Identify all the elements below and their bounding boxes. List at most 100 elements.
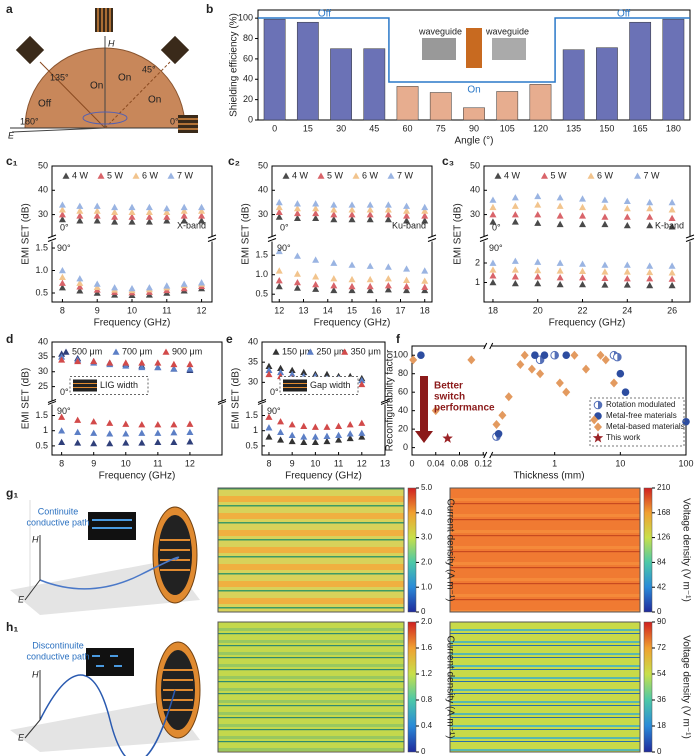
x-axis-label: Angle (°) [454,136,493,147]
y-tick-label: 2 [475,257,480,267]
marker [330,201,338,208]
y-tick-label: 35 [248,357,258,367]
marker [358,429,366,436]
y-tick-label: 1.5 [245,410,258,420]
x-tick-label: 15 [347,305,357,315]
marker [76,212,84,219]
marker [570,350,579,360]
marker [601,355,610,365]
marker [275,208,283,215]
marker [154,438,162,446]
marker [556,267,564,274]
marker [312,285,320,292]
y-tick-label: 30 [38,366,48,376]
marker [312,280,320,288]
marker [623,222,631,229]
axis-break-mark [257,399,267,405]
y-axis-label: Reconfigurability factor [385,349,396,451]
x-tick-label: 0.04 [427,458,445,468]
marker [384,215,392,223]
marker [300,422,308,429]
marker [358,433,366,440]
annotation: 0° [60,387,69,397]
marker [623,268,631,275]
colorbar-label: Current density (A m⁻¹) [444,635,455,738]
marker [668,281,676,289]
marker [668,223,676,230]
x-tick-label: 8 [60,305,65,315]
marker [145,218,153,225]
legend-label: 6 W [597,170,614,180]
marker [293,214,301,222]
colorbar-tick-label: 126 [657,533,671,542]
marker [275,267,283,274]
marker [265,413,273,420]
colorbar-tick-label: 2.0 [421,558,433,567]
marker [154,363,162,371]
marker [76,202,84,209]
y-tick-label: 80 [398,368,408,378]
x-tick-label: 100 [678,458,693,468]
annotation: Ku-band [392,220,426,230]
x-tick-label: 135 [566,123,581,133]
marker [489,272,497,279]
plot-frame [261,341,386,456]
legend-marker [634,172,641,179]
marker [536,369,545,379]
heatmaps [217,487,641,753]
marker [384,211,392,218]
marker [154,429,162,436]
marker [277,364,285,372]
y-tick-label: 1.5 [35,410,48,420]
annotation: Off [318,9,331,20]
colorbar-tick-label: 1.6 [421,643,433,652]
legend-label: 7 W [397,170,414,180]
bar [396,86,419,121]
marker [330,282,338,289]
colorbar-tick-label: 84 [657,558,666,567]
inset-sample [283,379,307,392]
legend-label: Metal-based materials [606,422,685,431]
marker [312,214,320,222]
marker [504,392,513,402]
marker [668,198,676,206]
marker [646,262,654,269]
x-tick-label: 1 [552,458,557,468]
marker [579,280,587,288]
marker [293,279,301,286]
marker [170,360,178,368]
marker [366,286,374,294]
axis-break-mark [483,342,494,350]
marker [534,273,542,280]
legend-marker [272,348,280,355]
inset-label: waveguide [485,26,529,36]
diagram-g1-ellipse [158,515,192,595]
diagram-a-text: E [8,130,15,140]
marker [58,284,66,291]
marker [323,370,331,378]
marker [335,436,343,443]
diagram-g1-rect [88,512,136,540]
marker [621,388,630,396]
x-tick-label: 13 [380,458,390,468]
x-tick-label: 10 [615,458,625,468]
diagram-a-text: 180° [20,116,39,126]
marker [489,279,497,286]
axis-break-mark [267,234,277,242]
marker [520,350,529,360]
legend-marker [587,172,595,179]
marker [421,217,429,224]
marker-half [554,351,559,360]
axis-break-mark [207,234,217,242]
axis-break-mark [483,451,494,459]
diagram-a-rect [95,8,113,32]
marker [511,211,519,218]
x-tick-label: 0 [272,123,277,133]
marker [122,439,130,446]
marker [293,209,301,217]
inset-label: LIG width [100,380,138,390]
diagram-a-text: 45° [142,64,156,74]
marker [581,364,590,374]
marker [403,212,411,219]
legend-label: 250 μm [316,346,346,356]
